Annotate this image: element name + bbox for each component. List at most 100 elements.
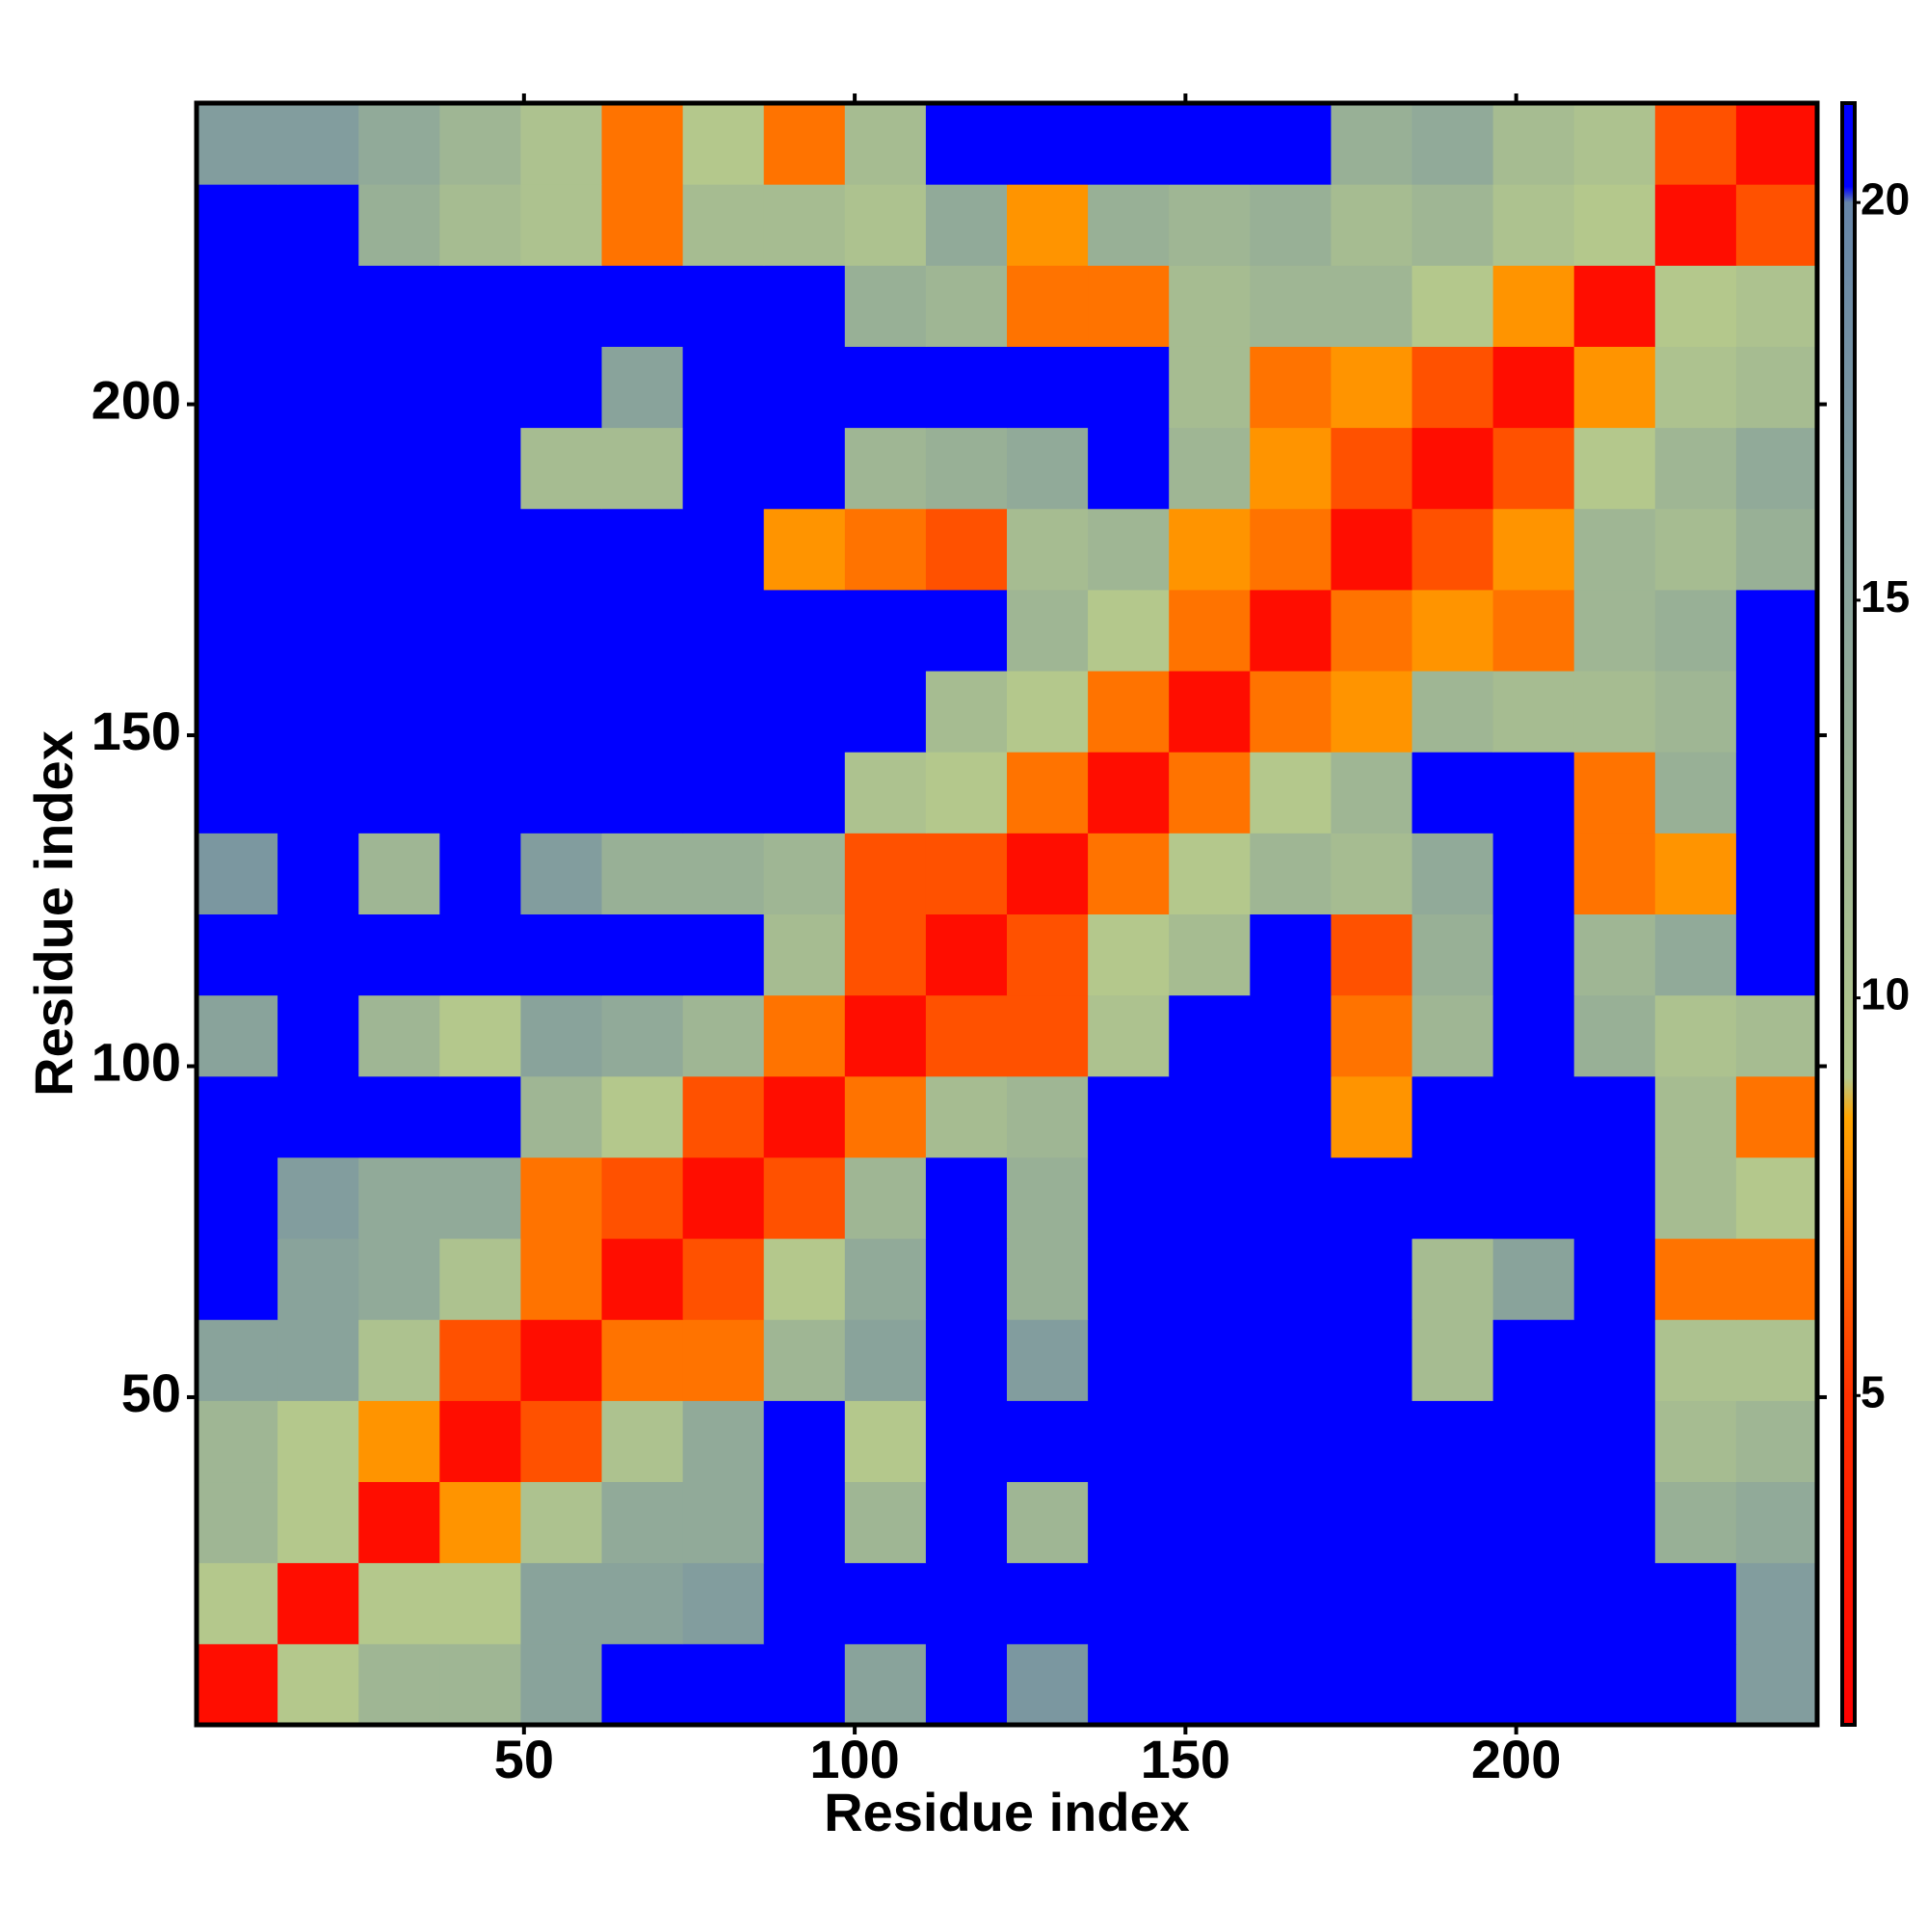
heatmap-cell [682, 1238, 765, 1320]
heatmap-cell [1250, 1075, 1332, 1158]
heatmap-cell [763, 1319, 846, 1401]
heatmap-cell [763, 1156, 846, 1239]
heatmap-cell [358, 427, 440, 510]
heatmap-cell [1331, 589, 1412, 672]
heatmap-cell [1331, 103, 1412, 185]
heatmap-cell [197, 1562, 278, 1645]
heatmap-cell [1412, 346, 1494, 429]
heatmap-cell [1169, 833, 1251, 914]
heatmap-cell [277, 994, 359, 1077]
heatmap-cell [1735, 1400, 1818, 1483]
heatmap-cell [1573, 671, 1656, 753]
x-axis-title: Residue index [824, 1782, 1190, 1842]
heatmap-cell [1007, 1400, 1089, 1483]
heatmap-cell [1573, 103, 1656, 185]
heatmap-cell [439, 671, 521, 753]
heatmap-cell [1654, 1400, 1737, 1483]
heatmap-cell [682, 184, 765, 266]
heatmap-cell [682, 994, 765, 1077]
heatmap-cell [1492, 1319, 1575, 1401]
heatmap-cell [1573, 833, 1656, 914]
heatmap-cell [1169, 1643, 1251, 1726]
heatmap-cell [601, 1156, 684, 1239]
heatmap-cell [197, 1481, 278, 1564]
heatmap-cell [358, 1481, 440, 1564]
heatmap-cell [925, 1075, 1008, 1158]
heatmap-cell [925, 1238, 1008, 1320]
heatmap-cell [1169, 427, 1251, 510]
heatmap-cell [520, 427, 602, 510]
heatmap-cell [277, 427, 359, 510]
heatmap-cell [601, 994, 684, 1077]
heatmap-cell [358, 671, 440, 753]
heatmap-cell [763, 1400, 846, 1483]
heatmap-cell [1331, 1481, 1412, 1564]
heatmap-cell [1331, 913, 1412, 996]
heatmap-cell [1250, 1481, 1332, 1564]
heatmap-cell [358, 1238, 440, 1320]
heatmap-cell [358, 346, 440, 429]
heatmap-cell [197, 265, 278, 347]
heatmap-cell [1573, 1319, 1656, 1401]
heatmap-cell [520, 589, 602, 672]
heatmap-cell [1169, 1075, 1251, 1158]
heatmap-cell [1169, 1319, 1251, 1401]
heatmap-cell [439, 1481, 521, 1564]
heatmap-cell [601, 1643, 684, 1726]
heatmap-cell [1250, 103, 1332, 185]
colorbar-tick-label: 20 [1861, 173, 1910, 224]
heatmap-cell [277, 1238, 359, 1320]
heatmap-cell [1412, 1562, 1494, 1645]
heatmap-cell [601, 1481, 684, 1564]
heatmap-cell [682, 1481, 765, 1564]
heatmap-cell [520, 913, 602, 996]
heatmap-cell [520, 346, 602, 429]
heatmap-cell [197, 1643, 278, 1726]
heatmap-cell [844, 184, 927, 266]
heatmap-cell [1412, 508, 1494, 591]
heatmap-cell [925, 265, 1008, 347]
heatmap-cell [925, 589, 1008, 672]
heatmap-cell [844, 1562, 927, 1645]
heatmap-cell [763, 508, 846, 591]
heatmap-cell [1573, 1075, 1656, 1158]
heatmap-cell [1169, 1238, 1251, 1320]
heatmap-cell [1735, 1319, 1818, 1401]
heatmap-cell [1735, 1156, 1818, 1239]
heatmap-cell [1007, 833, 1089, 914]
heatmap-cell [1169, 752, 1251, 834]
heatmap-cell [1250, 508, 1332, 591]
heatmap-cell [1492, 427, 1575, 510]
heatmap-cell [601, 265, 684, 347]
heatmap-cell [439, 427, 521, 510]
heatmap-cell [1250, 1319, 1332, 1401]
heatmap-cell [1250, 1400, 1332, 1483]
heatmap-cell [277, 265, 359, 347]
heatmap-cell [1492, 184, 1575, 266]
colorbar [1840, 101, 1857, 1727]
heatmap-cell [1088, 1643, 1170, 1726]
heatmap-cell [520, 1238, 602, 1320]
heatmap-cell [1007, 1562, 1089, 1645]
heatmap-cell [1088, 833, 1170, 914]
heatmap-cell [1331, 833, 1412, 914]
heatmap-cell [1331, 1238, 1412, 1320]
heatmap-cell [1250, 184, 1332, 266]
y-tick-label: 100 [92, 1031, 181, 1092]
heatmap-cell [1250, 346, 1332, 429]
heatmap-cell [844, 1238, 927, 1320]
x-tick-label: 200 [1471, 1729, 1561, 1789]
heatmap-cell [1250, 1156, 1332, 1239]
heatmap-cell [844, 1075, 927, 1158]
heatmap-cell [1169, 1400, 1251, 1483]
heatmap-cell [1169, 265, 1251, 347]
heatmap-cell [1654, 1643, 1737, 1726]
heatmap-cell [197, 1319, 278, 1401]
heatmap-cell [844, 752, 927, 834]
heatmap-cell [1654, 427, 1737, 510]
heatmap-cell [925, 103, 1008, 185]
heatmap-cell [1573, 1562, 1656, 1645]
heatmap-cell [277, 184, 359, 266]
heatmap-cell [439, 1400, 521, 1483]
